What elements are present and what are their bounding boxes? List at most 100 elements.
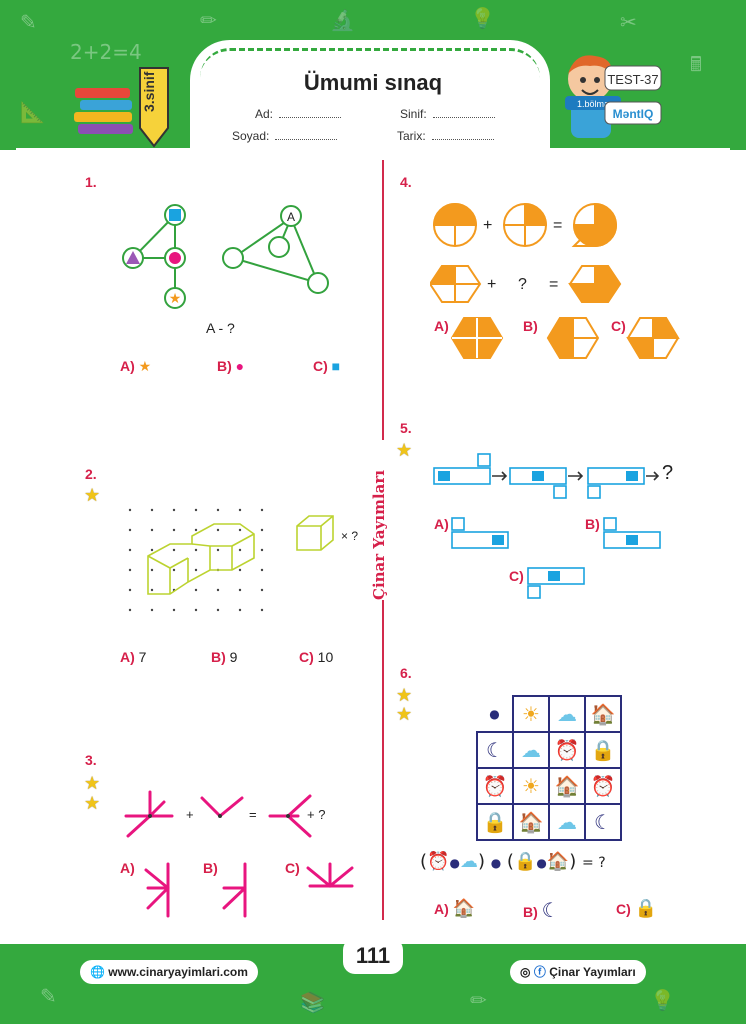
question-number: 6. (400, 665, 412, 681)
q2-option-a[interactable]: A) 7 (120, 649, 146, 665)
q1-option-a[interactable]: A) ★ (120, 358, 151, 375)
difficulty-star-icon: ★ (84, 485, 101, 505)
option-value: 9 (229, 649, 238, 665)
square-icon: ■ (331, 358, 341, 374)
q2-option-c[interactable]: C) 10 (299, 649, 333, 665)
padlock-icon: 🔒 (634, 898, 658, 919)
doodle-icon: 💡 (650, 988, 675, 1012)
option-label: A) (120, 860, 135, 876)
class-line[interactable] (432, 107, 495, 118)
section-label: 1.bölmə (577, 99, 609, 109)
difficulty-star-icon: ★ (396, 704, 413, 724)
sun-icon: ☀ (512, 767, 550, 805)
alarm-clock-icon: ⏰ (584, 767, 622, 805)
date-line[interactable] (431, 129, 494, 140)
q5-option-c[interactable]: C) (509, 568, 524, 584)
facebook-icon: ⓕ (533, 965, 546, 979)
plus-question: + ? (307, 807, 326, 822)
cloud-icon: ☁ (512, 731, 550, 769)
q6-option-b[interactable]: B) ☾ (523, 898, 560, 922)
option-label: B) (585, 516, 600, 532)
column-divider (382, 160, 384, 440)
website-link[interactable]: 🌐 www.cinaryayimlari.com (80, 960, 258, 984)
dot-icon: ● (490, 856, 502, 870)
paren-close: ) (569, 851, 577, 872)
q2-suffix: × ? (341, 529, 359, 543)
q6-option-c[interactable]: C) 🔒 (616, 898, 657, 919)
cloud-icon: ☁ (548, 803, 586, 841)
option-label: C) (616, 901, 631, 917)
dot-icon: ● (449, 856, 460, 870)
house-icon: 🏠 (584, 695, 622, 733)
alarm-clock-icon: ⏰ (476, 767, 514, 805)
option-label: B) (523, 318, 538, 334)
option-label: C) (611, 318, 626, 334)
plus-sign: + (186, 807, 194, 822)
equals-sign: = (549, 276, 559, 293)
doodle-icon: ✎ (40, 984, 57, 1008)
option-label: A) (120, 649, 135, 665)
surname-line[interactable] (275, 129, 338, 140)
option-label: B) (523, 904, 538, 920)
paren-close: ) (477, 851, 485, 872)
house-icon: 🏠 (548, 767, 586, 805)
website-text: www.cinaryayimlari.com (108, 965, 248, 979)
class-field: Sinif: (400, 107, 495, 121)
q5-option-a[interactable]: A) (434, 516, 449, 532)
date-label: Tarix: (397, 129, 426, 143)
option-label: B) (217, 358, 232, 374)
padlock-icon: 🔒 (476, 803, 514, 841)
q6-icon-grid: ● ☀ ☁ 🏠 ☾ ☁ ⏰ 🔒 ⏰ ☀ 🏠 ⏰ 🔒 🏠 ☁ ☾ (476, 695, 622, 841)
doodle-icon: ✎ (20, 10, 37, 34)
q3-lines-equation (124, 790, 312, 838)
dot-icon: ● (489, 706, 500, 721)
doodle-icon: 🔬 (330, 8, 355, 32)
question-number: 3. (85, 752, 97, 768)
svg-text:★: ★ (169, 291, 182, 307)
circle-icon: ● (235, 358, 245, 374)
doodle-icon: 📚 (300, 990, 325, 1014)
grade-badge: 3.sinif (141, 71, 157, 112)
globe-icon: 🌐 (90, 965, 105, 979)
surname-label: Soyad: (232, 129, 270, 143)
paren-open: ( (420, 851, 428, 872)
difficulty-star-icon: ★ (84, 773, 101, 793)
question-number: 2. (85, 466, 97, 482)
q1-option-b[interactable]: B) ● (217, 358, 244, 374)
q1-option-c[interactable]: C) ■ (313, 358, 340, 374)
social-link[interactable]: ◎ ⓕ Çinar Yayımları (510, 960, 646, 984)
sun-icon: ☀ (512, 695, 550, 733)
q5-option-b[interactable]: B) (585, 516, 600, 532)
books-pencil-icon: 3.sinif (74, 67, 169, 148)
question-mark: ? (662, 462, 674, 484)
q6-option-a[interactable]: A) 🏠 (434, 898, 475, 919)
doodle-icon: ✂ (620, 10, 637, 34)
q6-equation: (⏰●☁) ● (🔒●🏠) = ? (420, 851, 606, 872)
svg-text:A: A (287, 210, 295, 224)
q3-options-shapes (144, 862, 354, 918)
q3-option-b[interactable]: B) (203, 860, 218, 876)
cloud-icon: ☁ (459, 851, 478, 872)
dot-icon: ● (536, 856, 547, 870)
cloud-icon: ☁ (548, 695, 586, 733)
q1-prompt: A - ? (206, 320, 235, 336)
equals-sign: = (553, 217, 563, 234)
option-label: C) (285, 860, 300, 876)
question-number: 4. (400, 174, 412, 190)
q4-option-a[interactable]: A) (434, 318, 449, 334)
q1-graph-diagram: ★ A (122, 204, 329, 309)
padlock-icon: 🔒 (584, 731, 622, 769)
q4-option-b[interactable]: B) (523, 318, 538, 334)
q3-option-a[interactable]: A) (120, 860, 135, 876)
name-line[interactable] (279, 107, 342, 118)
q4-option-c[interactable]: C) (611, 318, 626, 334)
alarm-clock-icon: ⏰ (548, 731, 586, 769)
q2-cube-shape-diagram (128, 508, 264, 612)
option-label: C) (313, 358, 328, 374)
q3-option-c[interactable]: C) (285, 860, 300, 876)
alarm-clock-icon: ⏰ (427, 851, 450, 872)
q2-option-b[interactable]: B) 9 (211, 649, 237, 665)
brand-label: MəntIQ (613, 107, 654, 121)
equals-sign: = (249, 807, 257, 822)
doodle-icon: 🖩 (690, 52, 702, 76)
